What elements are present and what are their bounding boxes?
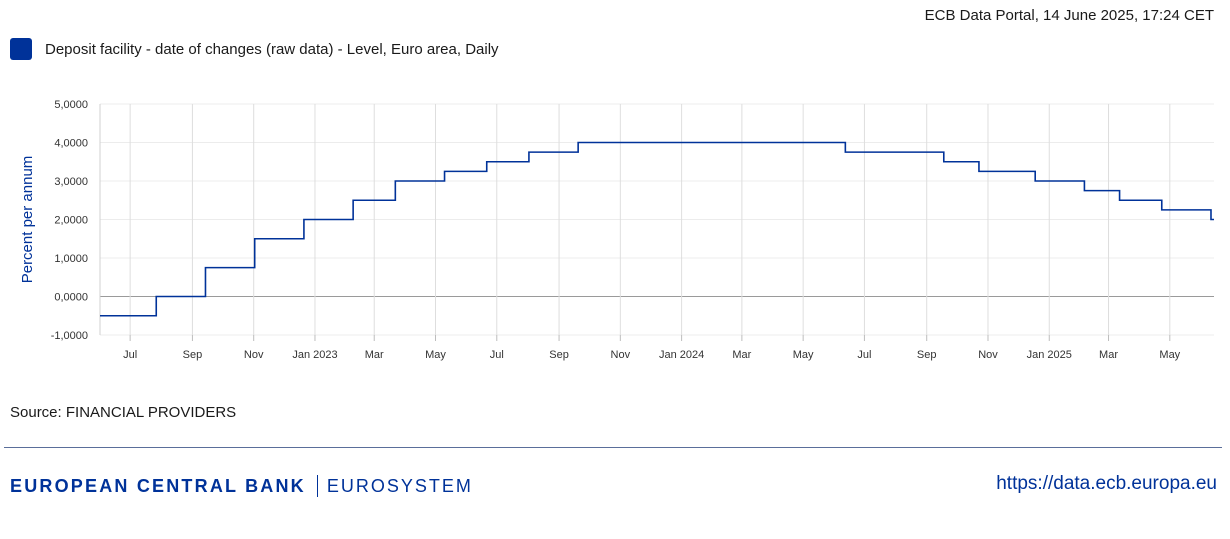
y-tick-label: 5,0000 <box>54 99 88 111</box>
deposit-facility-chart: 5,0000 4,0000 3,0000 2,0000 1,0000 0,0000 -1,0… <box>19 99 1216 361</box>
data-point[interactable] <box>351 198 355 202</box>
legend-swatch[interactable] <box>10 38 32 60</box>
data-point[interactable] <box>942 160 946 164</box>
y-tick-label: 2,0000 <box>54 215 88 227</box>
y-tick-label: 4,0000 <box>54 138 88 150</box>
data-point[interactable] <box>203 266 207 270</box>
data-point[interactable] <box>1033 179 1037 183</box>
x-tick-label: Jan 2024 <box>659 349 704 361</box>
brand-name: EUROPEAN CENTRAL BANK <box>10 475 306 496</box>
x-tick-label: Mar <box>732 349 751 361</box>
x-tick-label: May <box>1159 349 1180 361</box>
x-tick-label: Mar <box>365 349 384 361</box>
series-line[interactable] <box>100 141 1214 317</box>
ecb-logo[interactable]: EUROPEAN CENTRAL BANK EUROSYSTEM <box>10 475 473 497</box>
y-tick-label: 3,0000 <box>54 176 88 188</box>
x-tick-label: Jan 2025 <box>1027 349 1072 361</box>
x-tick-label: Jul <box>857 349 871 361</box>
x-tick-label: Jul <box>123 349 137 361</box>
data-point[interactable] <box>443 169 447 173</box>
chart-legend[interactable]: Deposit facility - date of changes (raw … <box>10 38 499 60</box>
x-tick-label: Sep <box>183 349 203 361</box>
y-axis-title: Percent per annum <box>19 156 36 284</box>
x-tick-label: Sep <box>917 349 937 361</box>
x-tick-label: Jan 2023 <box>292 349 337 361</box>
data-point[interactable] <box>98 314 102 318</box>
y-axis: 5,0000 4,0000 3,0000 2,0000 1,0000 0,0000 -1,0… <box>51 99 101 342</box>
data-point[interactable] <box>576 141 580 145</box>
legend-label: Deposit facility - date of changes (raw … <box>45 40 499 58</box>
data-point[interactable] <box>1082 189 1086 193</box>
y-tick-label: 0,0000 <box>54 292 88 304</box>
data-point[interactable] <box>154 295 158 299</box>
data-point[interactable] <box>1160 208 1164 212</box>
grid-layer <box>100 103 1214 336</box>
x-tick-label: Nov <box>611 349 631 361</box>
series-layer <box>98 141 1216 318</box>
brand-separator <box>316 475 318 497</box>
data-point[interactable] <box>977 169 981 173</box>
data-point[interactable] <box>253 237 257 241</box>
portal-timestamp: ECB Data Portal, 14 June 2025, 17:24 CET <box>924 7 1214 24</box>
y-tick-label: -1,0000 <box>51 330 88 342</box>
x-tick-label: Nov <box>244 349 264 361</box>
x-tick-label: May <box>425 349 446 361</box>
data-point[interactable] <box>527 150 531 154</box>
data-point[interactable] <box>1212 218 1216 222</box>
x-tick-label: Nov <box>978 349 998 361</box>
brand-eurosystem: EUROSYSTEM <box>326 475 473 496</box>
data-point[interactable] <box>302 218 306 222</box>
x-tick-label: Sep <box>549 349 569 361</box>
portal-link[interactable]: https://data.ecb.europa.eu <box>996 473 1217 494</box>
footer-divider <box>4 447 1222 448</box>
x-axis: Jul Sep Nov Jan 2023 Mar May Jul Sep Nov Jan 2024… <box>123 335 1181 361</box>
x-tick-label: Mar <box>1099 349 1118 361</box>
data-point[interactable] <box>1118 198 1122 202</box>
data-point[interactable] <box>393 179 397 183</box>
y-tick-label: 1,0000 <box>54 253 88 265</box>
source-note: Source: FINANCIAL PROVIDERS <box>10 404 237 421</box>
data-point[interactable] <box>843 150 847 154</box>
x-tick-label: May <box>793 349 814 361</box>
x-tick-label: Jul <box>490 349 504 361</box>
data-point[interactable] <box>485 160 489 164</box>
